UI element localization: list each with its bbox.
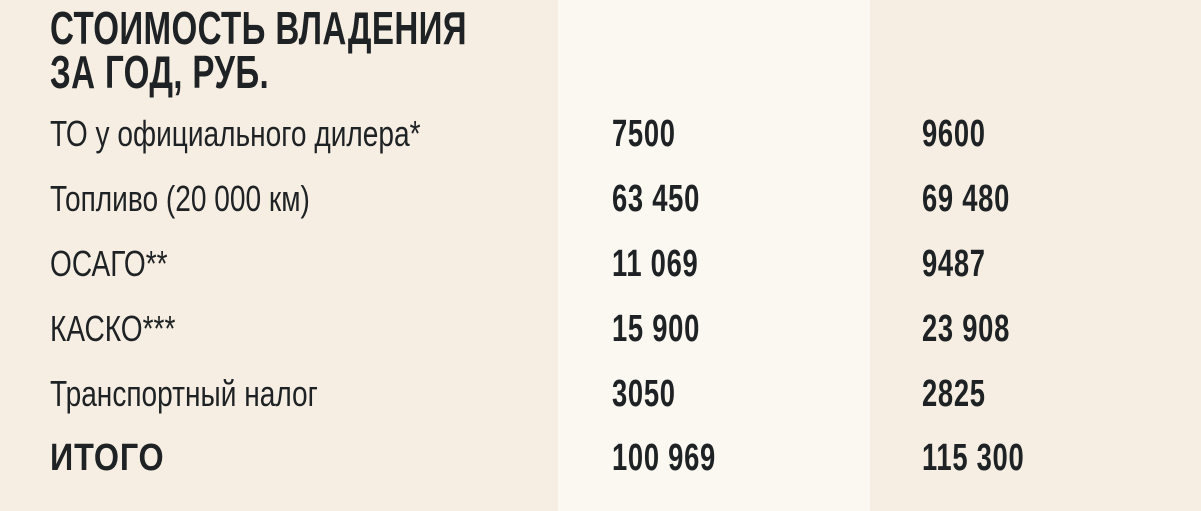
value-col1: 3050 [612, 373, 676, 415]
title-line-2: ЗА ГОД, РУБ. [50, 46, 270, 98]
value-col2: 69 480 [922, 178, 1011, 220]
total-col1: 100 969 [612, 437, 716, 479]
row-label: КАСКО*** [50, 308, 176, 349]
value-col1: 15 900 [612, 308, 701, 350]
value-col2: 9487 [922, 243, 986, 285]
value-col1: 11 069 [612, 243, 699, 285]
total-label: ИТОГО [50, 437, 165, 479]
table-row: ОСАГО** 11 069 9487 [0, 243, 1201, 285]
value-col1: 63 450 [612, 178, 701, 220]
row-label: Топливо (20 000 км) [50, 178, 310, 219]
table-row: Топливо (20 000 км) 63 450 69 480 [0, 178, 1201, 220]
row-label: ОСАГО** [50, 243, 168, 284]
value-col2: 9600 [922, 113, 986, 155]
table-row: ТО у официального дилера* 7500 9600 [0, 113, 1201, 155]
title-line-1: СТОИМОСТЬ ВЛАДЕНИЯ [50, 2, 467, 54]
value-col2: 23 908 [922, 308, 1011, 350]
table-title: СТОИМОСТЬ ВЛАДЕНИЯ ЗА ГОД, РУБ. [50, 2, 467, 98]
row-label: ТО у официального дилера* [50, 113, 421, 154]
value-col2: 2825 [922, 373, 986, 415]
row-label: Транспортный налог [50, 373, 318, 414]
value-col1: 7500 [612, 113, 676, 155]
table-row: Транспортный налог 3050 2825 [0, 373, 1201, 415]
table-row: КАСКО*** 15 900 23 908 [0, 308, 1201, 350]
total-row: ИТОГО 100 969 115 300 [0, 437, 1201, 479]
total-col2: 115 300 [922, 437, 1025, 479]
highlight-column [558, 0, 870, 511]
